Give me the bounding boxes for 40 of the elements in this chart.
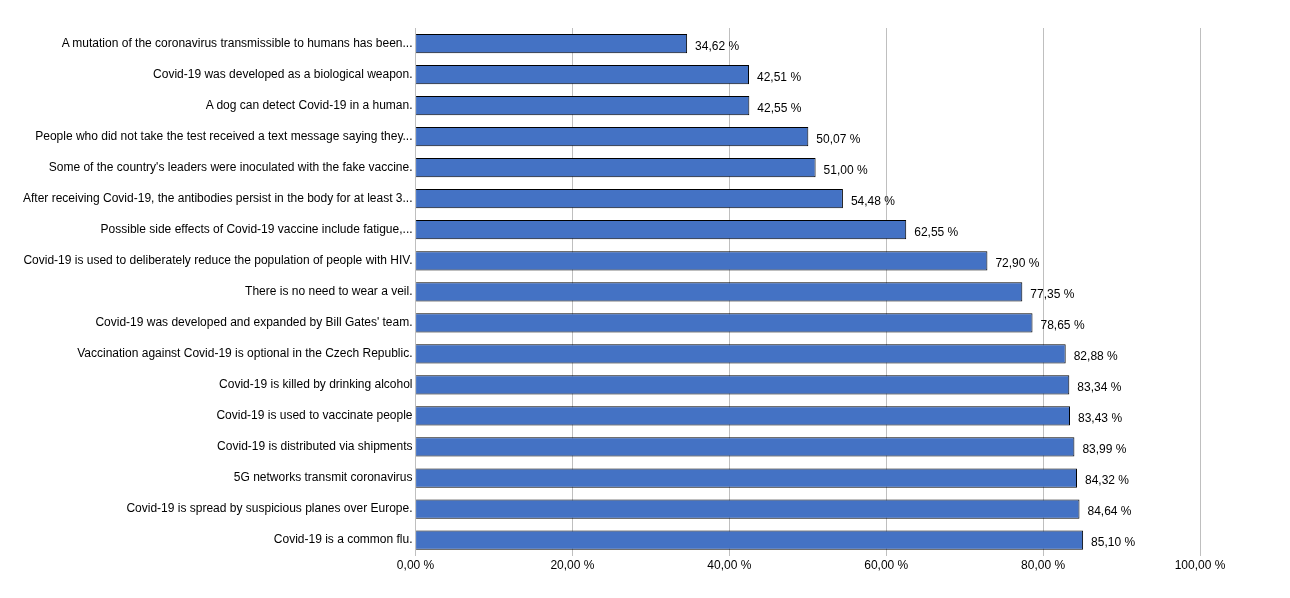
data-label: 34,62 % xyxy=(695,38,740,53)
y-tick-label: Covid-19 is spread by suspicious planes over Europe. xyxy=(126,501,413,516)
x-tick-label: 40,00 % xyxy=(707,558,752,573)
data-label: 83,99 % xyxy=(1082,442,1127,457)
data-label: 51,00 % xyxy=(823,162,868,177)
y-tick-label: People who did not take the test received a text message saying they... xyxy=(35,128,413,143)
y-tick-label: A dog can detect Covid-19 in a human. xyxy=(205,97,413,112)
data-label: 83,34 % xyxy=(1077,380,1122,395)
data-label: 54,48 % xyxy=(850,194,896,209)
data-label: 85,10 % xyxy=(1091,535,1136,550)
y-tick-label: Covid-19 is killed by drinking alcohol xyxy=(219,377,413,392)
y-tick-label: Vaccination against Covid-19 is optional in the Czech Republic. xyxy=(77,346,413,361)
data-label: 84,64 % xyxy=(1087,504,1132,519)
y-tick-label: Covid-19 was developed and expanded by Bill Gates' team. xyxy=(95,315,413,330)
y-tick-label: After receiving Covid-19, the antibodies persist in the body for at least 3... xyxy=(23,191,413,206)
x-tick-label: 0,00 % xyxy=(396,558,435,573)
y-tick-label: Covid-19 is distributed via shipments xyxy=(217,439,413,454)
y-tick-label: 5G networks transmit coronavirus xyxy=(233,470,413,485)
data-label: 72,90 % xyxy=(995,256,1040,271)
data-label: 82,88 % xyxy=(1073,349,1119,364)
x-tick-label: 60,00 % xyxy=(864,558,909,573)
data-label: 42,51 % xyxy=(757,69,802,84)
x-tick-label: 100,00 % xyxy=(1174,558,1226,573)
y-tick-label: Covid-19 was developed as a biological weapon. xyxy=(153,66,413,81)
y-tick-label: A mutation of the coronavirus transmissible to humans has been... xyxy=(61,35,413,50)
y-tick-label: Covid-19 is used to vaccinate people xyxy=(216,408,413,423)
data-label: 83,43 % xyxy=(1078,411,1123,426)
data-label: 84,32 % xyxy=(1085,473,1130,488)
y-tick-label: Covid-19 is used to deliberately reduce the population of people with HIV. xyxy=(23,253,413,268)
data-label: 78,65 % xyxy=(1040,318,1085,333)
y-tick-label: Covid-19 is a common flu. xyxy=(273,532,413,547)
data-label: 42,55 % xyxy=(757,100,802,115)
data-label: 50,07 % xyxy=(816,131,861,146)
data-label: 62,55 % xyxy=(914,225,959,240)
y-tick-label: There is no need to wear a veil. xyxy=(245,284,413,299)
data-label: 77,35 % xyxy=(1030,287,1075,302)
y-tick-label: Possible side effects of Covid-19 vaccine include fatigue,... xyxy=(100,222,413,237)
x-tick-label: 80,00 % xyxy=(1021,558,1066,573)
x-tick-label: 20,00 % xyxy=(550,558,595,573)
y-tick-label: Some of the country's leaders were inoculated with the fake vaccine. xyxy=(48,159,413,174)
